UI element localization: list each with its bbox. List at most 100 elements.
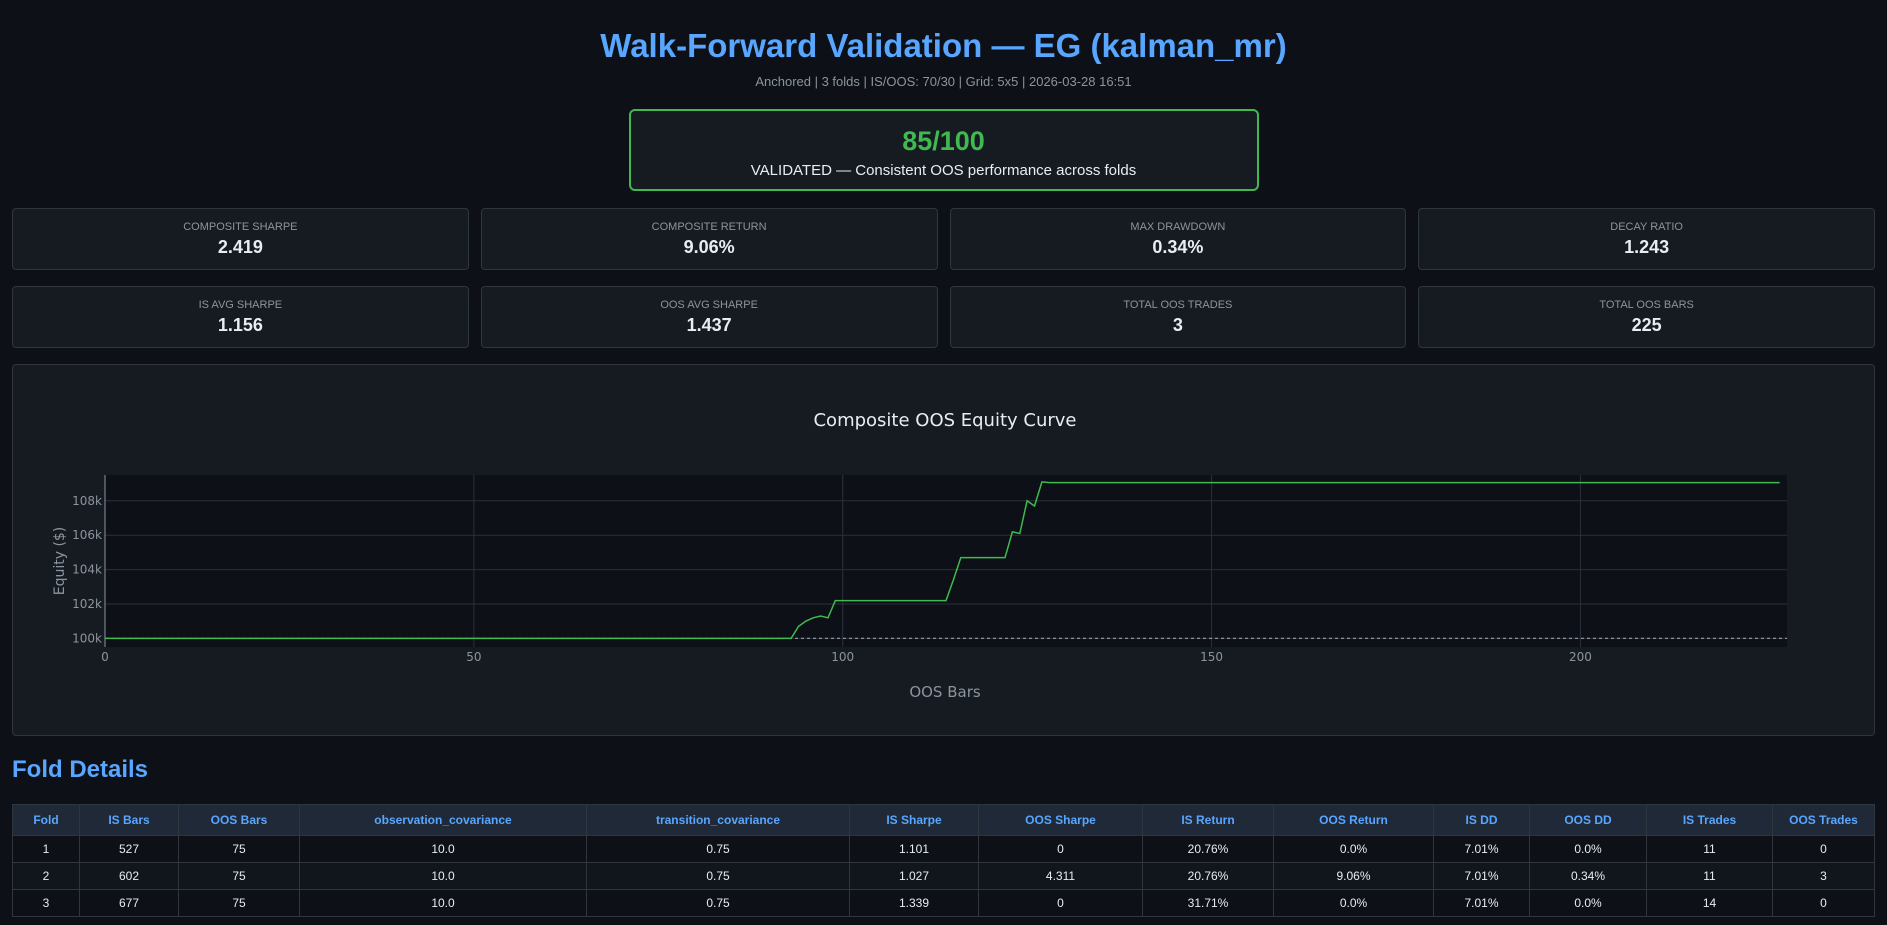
table-cell: 10.0 <box>299 862 587 890</box>
table-cell: 0.75 <box>586 835 850 863</box>
column-header: IS Sharpe <box>849 804 979 836</box>
table-cell: 0.0% <box>1529 889 1647 917</box>
column-header: OOS Bars <box>178 804 300 836</box>
metric-card-composite-return: Composite Return 9.06% <box>480 208 938 270</box>
column-header: OOS DD <box>1529 804 1647 836</box>
fold-details-table: Fold IS Bars OOS Bars observation_covari… <box>12 804 1875 917</box>
x-tick-label: 150 <box>1200 650 1223 664</box>
column-header: IS DD <box>1433 804 1530 836</box>
table-cell: 0.0% <box>1273 889 1434 917</box>
table-cell: 0.75 <box>586 889 850 917</box>
metrics-row-2: IS Avg Sharpe 1.156 OOS Avg Sharpe 1.437… <box>12 286 1875 348</box>
validation-verdict: VALIDATED — Consistent OOS performance a… <box>750 162 1137 179</box>
metric-label: Composite Sharpe <box>183 221 298 233</box>
table-cell: 0 <box>1772 835 1875 863</box>
metric-card-max-drawdown: Max Drawdown 0.34% <box>949 208 1407 270</box>
metric-label: Composite Return <box>651 221 767 233</box>
column-header: Fold <box>12 804 80 836</box>
table-cell: 10.0 <box>299 889 587 917</box>
table-cell: 11 <box>1646 862 1773 890</box>
metric-card-is-avg-sharpe: IS Avg Sharpe 1.156 <box>12 286 469 348</box>
table-cell: 602 <box>79 862 179 890</box>
x-tick-label: 100 <box>831 650 854 664</box>
table-cell: 14 <box>1646 889 1773 917</box>
metric-label: Total OOS Trades <box>1123 299 1233 311</box>
column-header: transition_covariance <box>586 804 850 836</box>
column-header: OOS Trades <box>1772 804 1875 836</box>
table-row: 3 677 75 10.0 0.75 1.339 0 31.71% 0.0% 7… <box>12 889 1875 917</box>
table-cell: 75 <box>178 862 300 890</box>
table-cell: 0.0% <box>1273 835 1434 863</box>
x-axis-label: OOS Bars <box>909 683 981 701</box>
column-header: OOS Sharpe <box>978 804 1143 836</box>
table-cell: 1 <box>12 835 80 863</box>
page-title: Walk-Forward Validation — EG (kalman_mr) <box>600 27 1287 64</box>
y-tick-label: 108k <box>72 494 102 508</box>
table-cell: 0.75 <box>586 862 850 890</box>
y-tick-label: 102k <box>72 597 102 611</box>
table-cell: 3 <box>1772 862 1875 890</box>
metric-label: Total OOS Bars <box>1599 299 1694 311</box>
metric-value: 1.156 <box>217 315 263 335</box>
chart-title: Composite OOS Equity Curve <box>813 410 1076 431</box>
metric-label: Max Drawdown <box>1130 221 1226 233</box>
equity-chart[interactable]: Composite OOS Equity Curve 0 50 100 150 200 1… <box>13 365 1874 735</box>
table-cell: 0.0% <box>1529 835 1647 863</box>
table-cell: 1.027 <box>849 862 979 890</box>
x-tick-label: 0 <box>101 650 109 664</box>
metric-label: IS Avg Sharpe <box>198 299 283 311</box>
table-cell: 1.339 <box>849 889 979 917</box>
metric-value: 1.243 <box>1624 237 1670 257</box>
metric-value: 225 <box>1631 315 1662 335</box>
table-cell: 7.01% <box>1433 862 1530 890</box>
table-cell: 2 <box>12 862 80 890</box>
column-header: IS Trades <box>1646 804 1773 836</box>
equity-series-line <box>105 481 1780 640</box>
metric-label: Decay Ratio <box>1610 221 1683 233</box>
table-cell: 0 <box>978 889 1143 917</box>
axis-ticks: 0 50 100 150 200 100k 102k 104k 106k 108k <box>72 494 1592 664</box>
y-axis-label: Equity ($) <box>52 527 68 596</box>
table-cell: 7.01% <box>1433 889 1530 917</box>
metric-card-total-oos-trades: Total OOS Trades 3 <box>949 286 1407 348</box>
y-tick-label: 106k <box>72 528 102 542</box>
y-tick-label: 100k <box>72 631 102 645</box>
equity-chart-panel[interactable]: Composite OOS Equity Curve 0 50 100 150 200 1… <box>12 364 1875 736</box>
metric-card-composite-sharpe: Composite Sharpe 2.419 <box>12 208 469 270</box>
x-tick-label: 50 <box>466 650 481 664</box>
table-cell: 7.01% <box>1433 835 1530 863</box>
metric-card-oos-avg-sharpe: OOS Avg Sharpe 1.437 <box>480 286 938 348</box>
table-row: 2 602 75 10.0 0.75 1.027 4.311 20.76% 9.… <box>12 862 1875 890</box>
y-tick-label: 104k <box>72 563 102 577</box>
metric-card-decay-ratio: Decay Ratio 1.243 <box>1418 208 1875 270</box>
column-header: IS Return <box>1142 804 1274 836</box>
metric-value: 2.419 <box>217 237 263 257</box>
table-cell: 9.06% <box>1273 862 1434 890</box>
table-cell: 10.0 <box>299 835 587 863</box>
validation-score: 85/100 <box>902 126 985 156</box>
plot-area <box>105 475 1787 647</box>
table-cell: 11 <box>1646 835 1773 863</box>
table-cell: 677 <box>79 889 179 917</box>
table-cell: 75 <box>178 889 300 917</box>
table-cell: 20.76% <box>1142 835 1274 863</box>
column-header: OOS Return <box>1273 804 1434 836</box>
page-header: Walk-Forward Validation — EG (kalman_mr)… <box>0 0 1887 191</box>
metric-value: 0.34% <box>1152 237 1204 257</box>
table-cell: 4.311 <box>978 862 1143 890</box>
metric-value: 9.06% <box>683 237 735 257</box>
metric-label: OOS Avg Sharpe <box>660 299 758 311</box>
metric-value: 3 <box>1172 315 1183 335</box>
table-cell: 0 <box>978 835 1143 863</box>
table-cell: 527 <box>79 835 179 863</box>
table-row: 1 527 75 10.0 0.75 1.101 0 20.76% 0.0% 7… <box>12 835 1875 863</box>
page-subtitle: Anchored | 3 folds | IS/OOS: 70/30 | Gri… <box>755 74 1132 89</box>
x-tick-label: 200 <box>1569 650 1592 664</box>
table-cell: 1.101 <box>849 835 979 863</box>
metric-value: 1.437 <box>686 315 732 335</box>
metrics-row-1: Composite Sharpe 2.419 Composite Return … <box>12 208 1875 270</box>
table-cell: 0 <box>1772 889 1875 917</box>
table-cell: 75 <box>178 835 300 863</box>
validation-score-panel: 85/100 VALIDATED — Consistent OOS perfor… <box>628 109 1259 191</box>
table-cell: 31.71% <box>1142 889 1274 917</box>
